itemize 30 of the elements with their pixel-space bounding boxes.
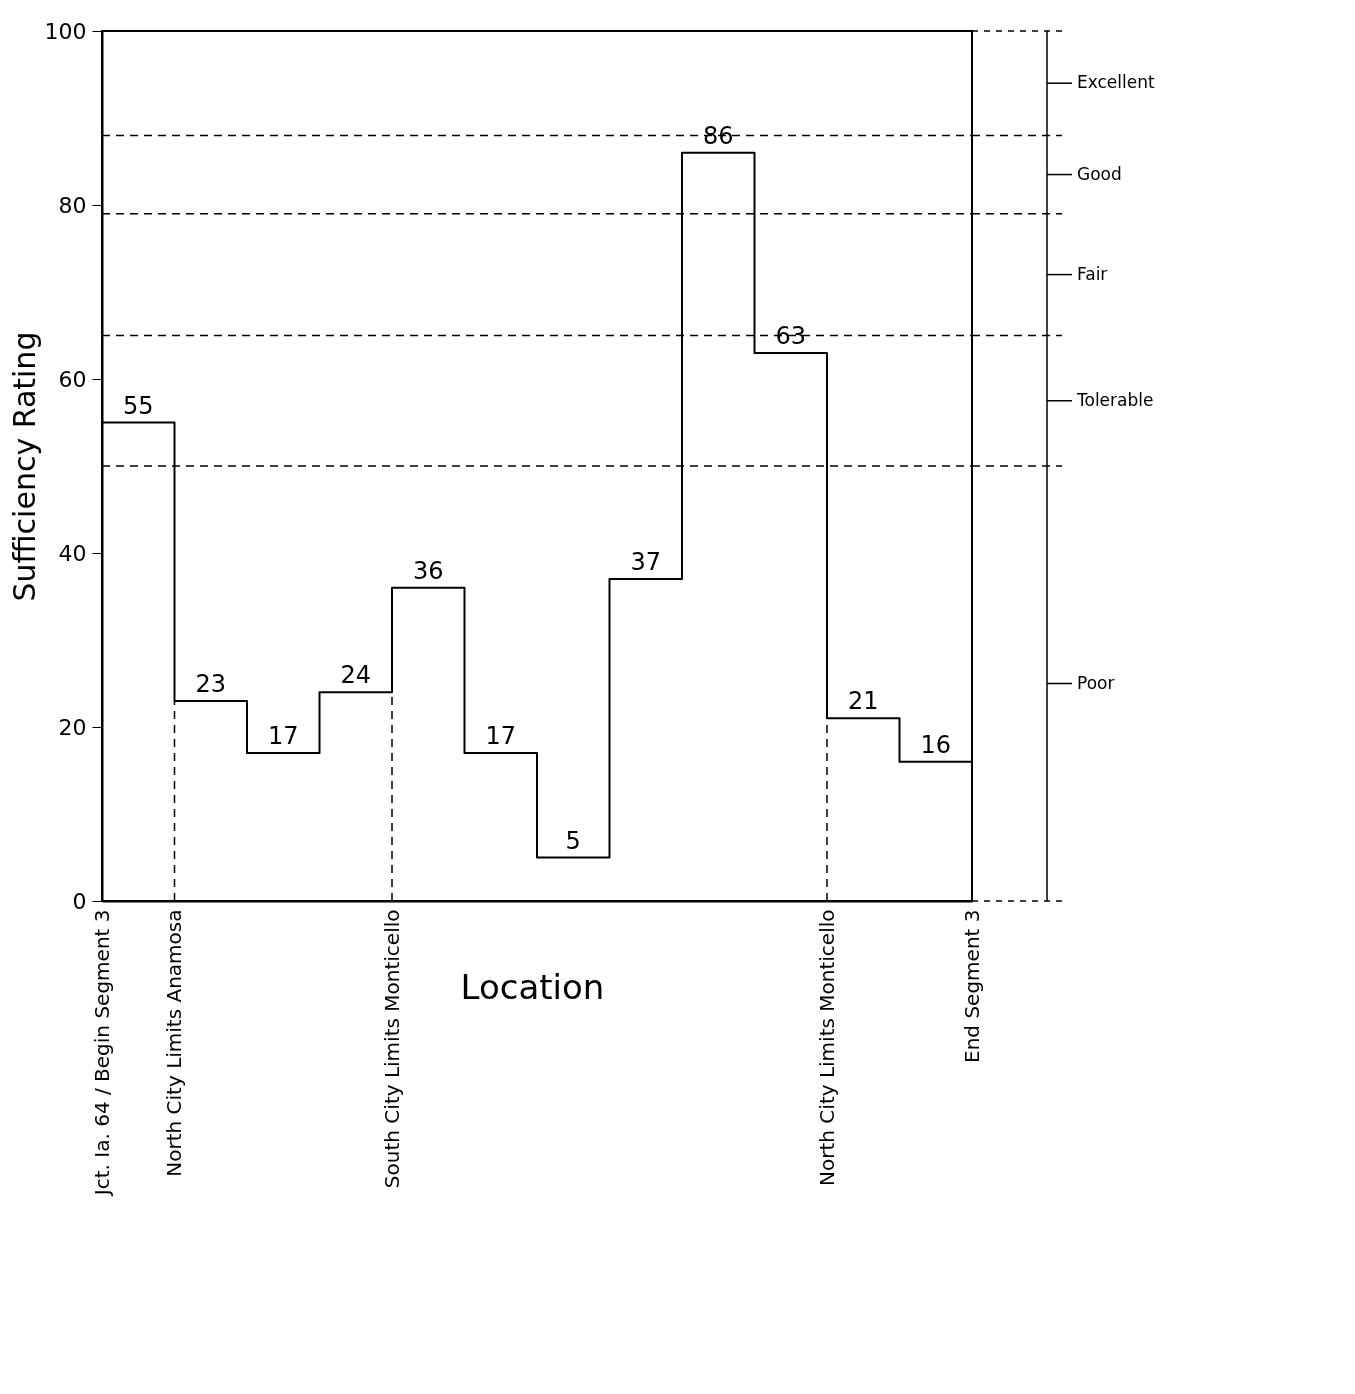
- y-tick-label: 60: [58, 366, 87, 392]
- text: Fair: [1077, 263, 1108, 284]
- y-tick-label: 0: [72, 888, 87, 914]
- data-label: 17: [267, 722, 299, 751]
- x-tick-label: Jct. Ia. 64 / Begin Segment 3: [89, 909, 114, 1198]
- text: Excellent: [1077, 72, 1155, 93]
- data-label: 36: [412, 556, 444, 585]
- x-axis-title: Location: [460, 966, 605, 1007]
- data-label: 5: [565, 826, 581, 855]
- data-label: 23: [195, 669, 227, 698]
- data-label: 37: [630, 548, 662, 577]
- text: Good: [1077, 163, 1122, 184]
- x-tick-label: End Segment 3: [959, 909, 984, 1063]
- y-tick-label: 40: [58, 540, 87, 566]
- x-tick-label: North City Limits Anamosa: [162, 909, 186, 1177]
- data-label: 17: [485, 722, 517, 751]
- data-label: 86: [702, 121, 734, 150]
- text: Tolerable: [1076, 389, 1154, 410]
- data-label: 16: [920, 730, 952, 759]
- y-tick-label: 20: [58, 714, 87, 740]
- text: Poor: [1077, 672, 1115, 693]
- x-tick-label: North City Limits Monticello: [814, 909, 839, 1186]
- data-label: 55: [122, 391, 154, 420]
- x-tick-label: South City Limits Monticello: [379, 909, 404, 1189]
- data-label: 21: [847, 687, 879, 716]
- data-label: 63: [775, 321, 807, 350]
- y-tick-label: 80: [58, 192, 87, 218]
- y-axis-title: Sufficiency Rating: [6, 331, 42, 602]
- data-label: 24: [340, 661, 372, 690]
- y-tick-label: 100: [44, 18, 87, 44]
